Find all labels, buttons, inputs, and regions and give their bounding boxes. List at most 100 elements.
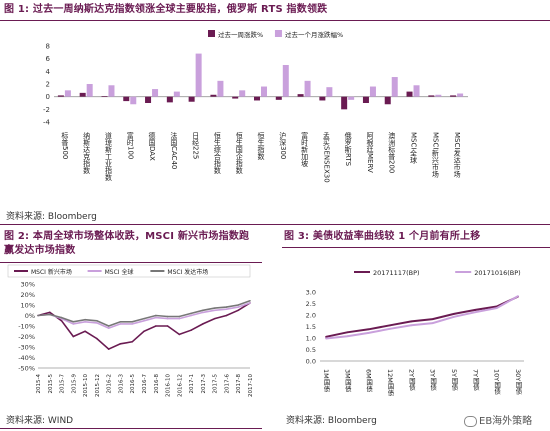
- fig1-bar-0-1: [79, 92, 86, 97]
- fig2-source-rule: [0, 428, 262, 429]
- fig2-ytick-8: 30%: [21, 281, 35, 289]
- fig1-bar-1-16: [413, 85, 420, 97]
- fig3-point-0-1: [346, 331, 349, 334]
- fig1-bar-1-4: [152, 89, 159, 97]
- fig2-point-1-15: [213, 309, 216, 312]
- fig2-xtick-9: 2016-7: [142, 374, 148, 394]
- legend-label-1: MSCI 全球: [105, 268, 134, 276]
- fig2-point-0-6: [107, 348, 110, 350]
- fig1-bar-1-6: [195, 53, 202, 97]
- fig1-bar-1-1: [86, 84, 93, 97]
- fig1-bar-1-10: [282, 65, 289, 97]
- fig1-bar-1-14: [369, 86, 376, 97]
- fig3-ytick-5: 2.5: [306, 300, 316, 308]
- fig2-point-1-12: [178, 317, 181, 320]
- fig3-xtick-2: 6M国债: [365, 369, 373, 393]
- fig2-point-1-3: [72, 323, 75, 325]
- fig3-point-0-4: [410, 320, 413, 323]
- fig1-xtick-17: MSCI新兴市场: [431, 132, 439, 179]
- fig2-xtick-0: 2015-4: [36, 374, 42, 394]
- fig2-xtick-4: 2015-10: [83, 374, 89, 397]
- fig3-ytick-3: 1.5: [306, 323, 316, 331]
- fig1-xtick-8: 恒生国企指数: [235, 131, 243, 175]
- fig3-title: 图 3: 美债收益率曲线较 1 个月前有所上移: [284, 231, 481, 242]
- fig3-point-1-2: [367, 332, 370, 334]
- legend-label-0: 20171117(BP): [373, 269, 420, 277]
- fig1-bar-0-3: [123, 96, 130, 102]
- fig2-point-2-14: [202, 309, 204, 312]
- fig1-ytick-3: 2: [46, 81, 50, 89]
- fig2-point-1-18: [249, 302, 251, 304]
- fig1-bar-0-6: [188, 96, 195, 102]
- fig2-point-2-12: [178, 315, 181, 318]
- fig2-point-2-0: [37, 314, 39, 317]
- fig1-xtick-18: MSCI发达市场: [453, 132, 461, 179]
- fig1-ytick-1: -2: [43, 106, 50, 114]
- fig2-point-1-16: [225, 308, 228, 310]
- fig2-xtick-14: 2017-3: [201, 374, 207, 394]
- fig2-xtick-13: 2017-1: [189, 374, 195, 393]
- fig3-ytick-6: 3.0: [306, 289, 316, 297]
- fig3-point-0-6: [453, 312, 455, 315]
- fig3-xtick-1: 3M国债: [343, 369, 351, 393]
- legend-label-0: 过去一周涨跌%: [218, 30, 263, 39]
- fig1-bar-1-0: [64, 90, 71, 97]
- fig2-point-0-9: [143, 330, 145, 333]
- fig2-xtick-18: 2017-10: [248, 374, 254, 397]
- fig2-xtick-15: 2017-5: [213, 374, 219, 394]
- fig3-point-1-1: [346, 335, 349, 338]
- fig2-point-1-6: [107, 327, 110, 329]
- fig2-xtick-10: 2016-8: [154, 374, 160, 394]
- legend-label-0: MSCI 新兴市场: [31, 268, 72, 276]
- fig2-xtick-2: 2015-7: [60, 374, 66, 394]
- fig2-point-1-11: [166, 317, 169, 320]
- fig3-title-rule: [282, 247, 550, 248]
- fig2-ytick-3: -20%: [18, 333, 35, 341]
- fig3-source: 资料来源: Bloomberg: [286, 416, 377, 426]
- fig2-xtick-5: 2015-12: [95, 374, 101, 397]
- fig1-xtick-16: MSCI全球: [410, 132, 418, 164]
- fig2-point-0-12: [178, 333, 181, 336]
- fig2-point-2-1: [48, 313, 51, 316]
- fig3-point-1-6: [453, 315, 455, 318]
- fig1-xtick-10: 沪深300: [279, 131, 287, 159]
- fig1-source-rule: [0, 224, 550, 225]
- fig2-line-1: [37, 302, 251, 329]
- fig3-line-1: [325, 295, 519, 340]
- fig1-chart: 过去一周涨跌% 过去一个月涨跌幅% -4 -2 0 2 4 6 8 标普500 纳斯达克指数 道琼斯工…: [43, 30, 468, 183]
- fig2-point-1-4: [84, 321, 86, 323]
- fig1-bar-1-2: [108, 85, 115, 97]
- fig1-bar-1-11: [304, 80, 311, 97]
- fig2-source: 资料来源: WIND: [6, 416, 74, 426]
- fig3-point-1-4: [410, 324, 413, 327]
- fig3-ytick-4: 2.0: [306, 312, 316, 320]
- fig2-point-2-11: [166, 315, 169, 318]
- fig1-bar-0-5: [166, 96, 173, 103]
- fig1-bar-0-14: [362, 96, 369, 103]
- fig2-ytick-1: -40%: [18, 354, 35, 362]
- fig1-bar-1-3: [130, 96, 137, 105]
- fig3-point-0-2: [367, 328, 370, 331]
- fig2-ytick-7: 20%: [21, 291, 35, 299]
- fig1-ytick-5: 6: [46, 55, 51, 63]
- legend-swatch-1: [274, 30, 282, 37]
- fig2-point-2-6: [107, 325, 110, 327]
- fig2-ytick-2: -30%: [18, 344, 35, 352]
- fig2-point-0-3: [72, 335, 75, 338]
- fig2-xtick-6: 2016-2: [107, 374, 113, 393]
- fig1-ytick-2: 0: [46, 93, 50, 101]
- fig2-point-1-14: [202, 311, 204, 314]
- fig2-point-1-7: [119, 323, 122, 325]
- fig3-point-1-5: [431, 322, 434, 324]
- fig2-xtick-1: 2015-5: [48, 374, 54, 394]
- fig1-xtick-12: 孟买SENSEX30: [322, 131, 330, 183]
- fig1-xtick-5: 法国CAC40: [170, 131, 178, 169]
- fig2-chart: MSCI 新兴市场 MSCI 全球 MSCI 发达市场 -50% -40% -30% -20…: [7, 264, 254, 397]
- fig1-bar-0-17: [428, 95, 435, 97]
- fig2-point-2-2: [60, 316, 63, 319]
- wechat-icon: [464, 415, 477, 427]
- fig1-bar-1-15: [391, 77, 398, 97]
- fig2-ytick-5: 0%: [25, 312, 35, 320]
- fig2-point-2-3: [72, 321, 75, 323]
- fig3-ytick-0: 0.0: [306, 358, 316, 366]
